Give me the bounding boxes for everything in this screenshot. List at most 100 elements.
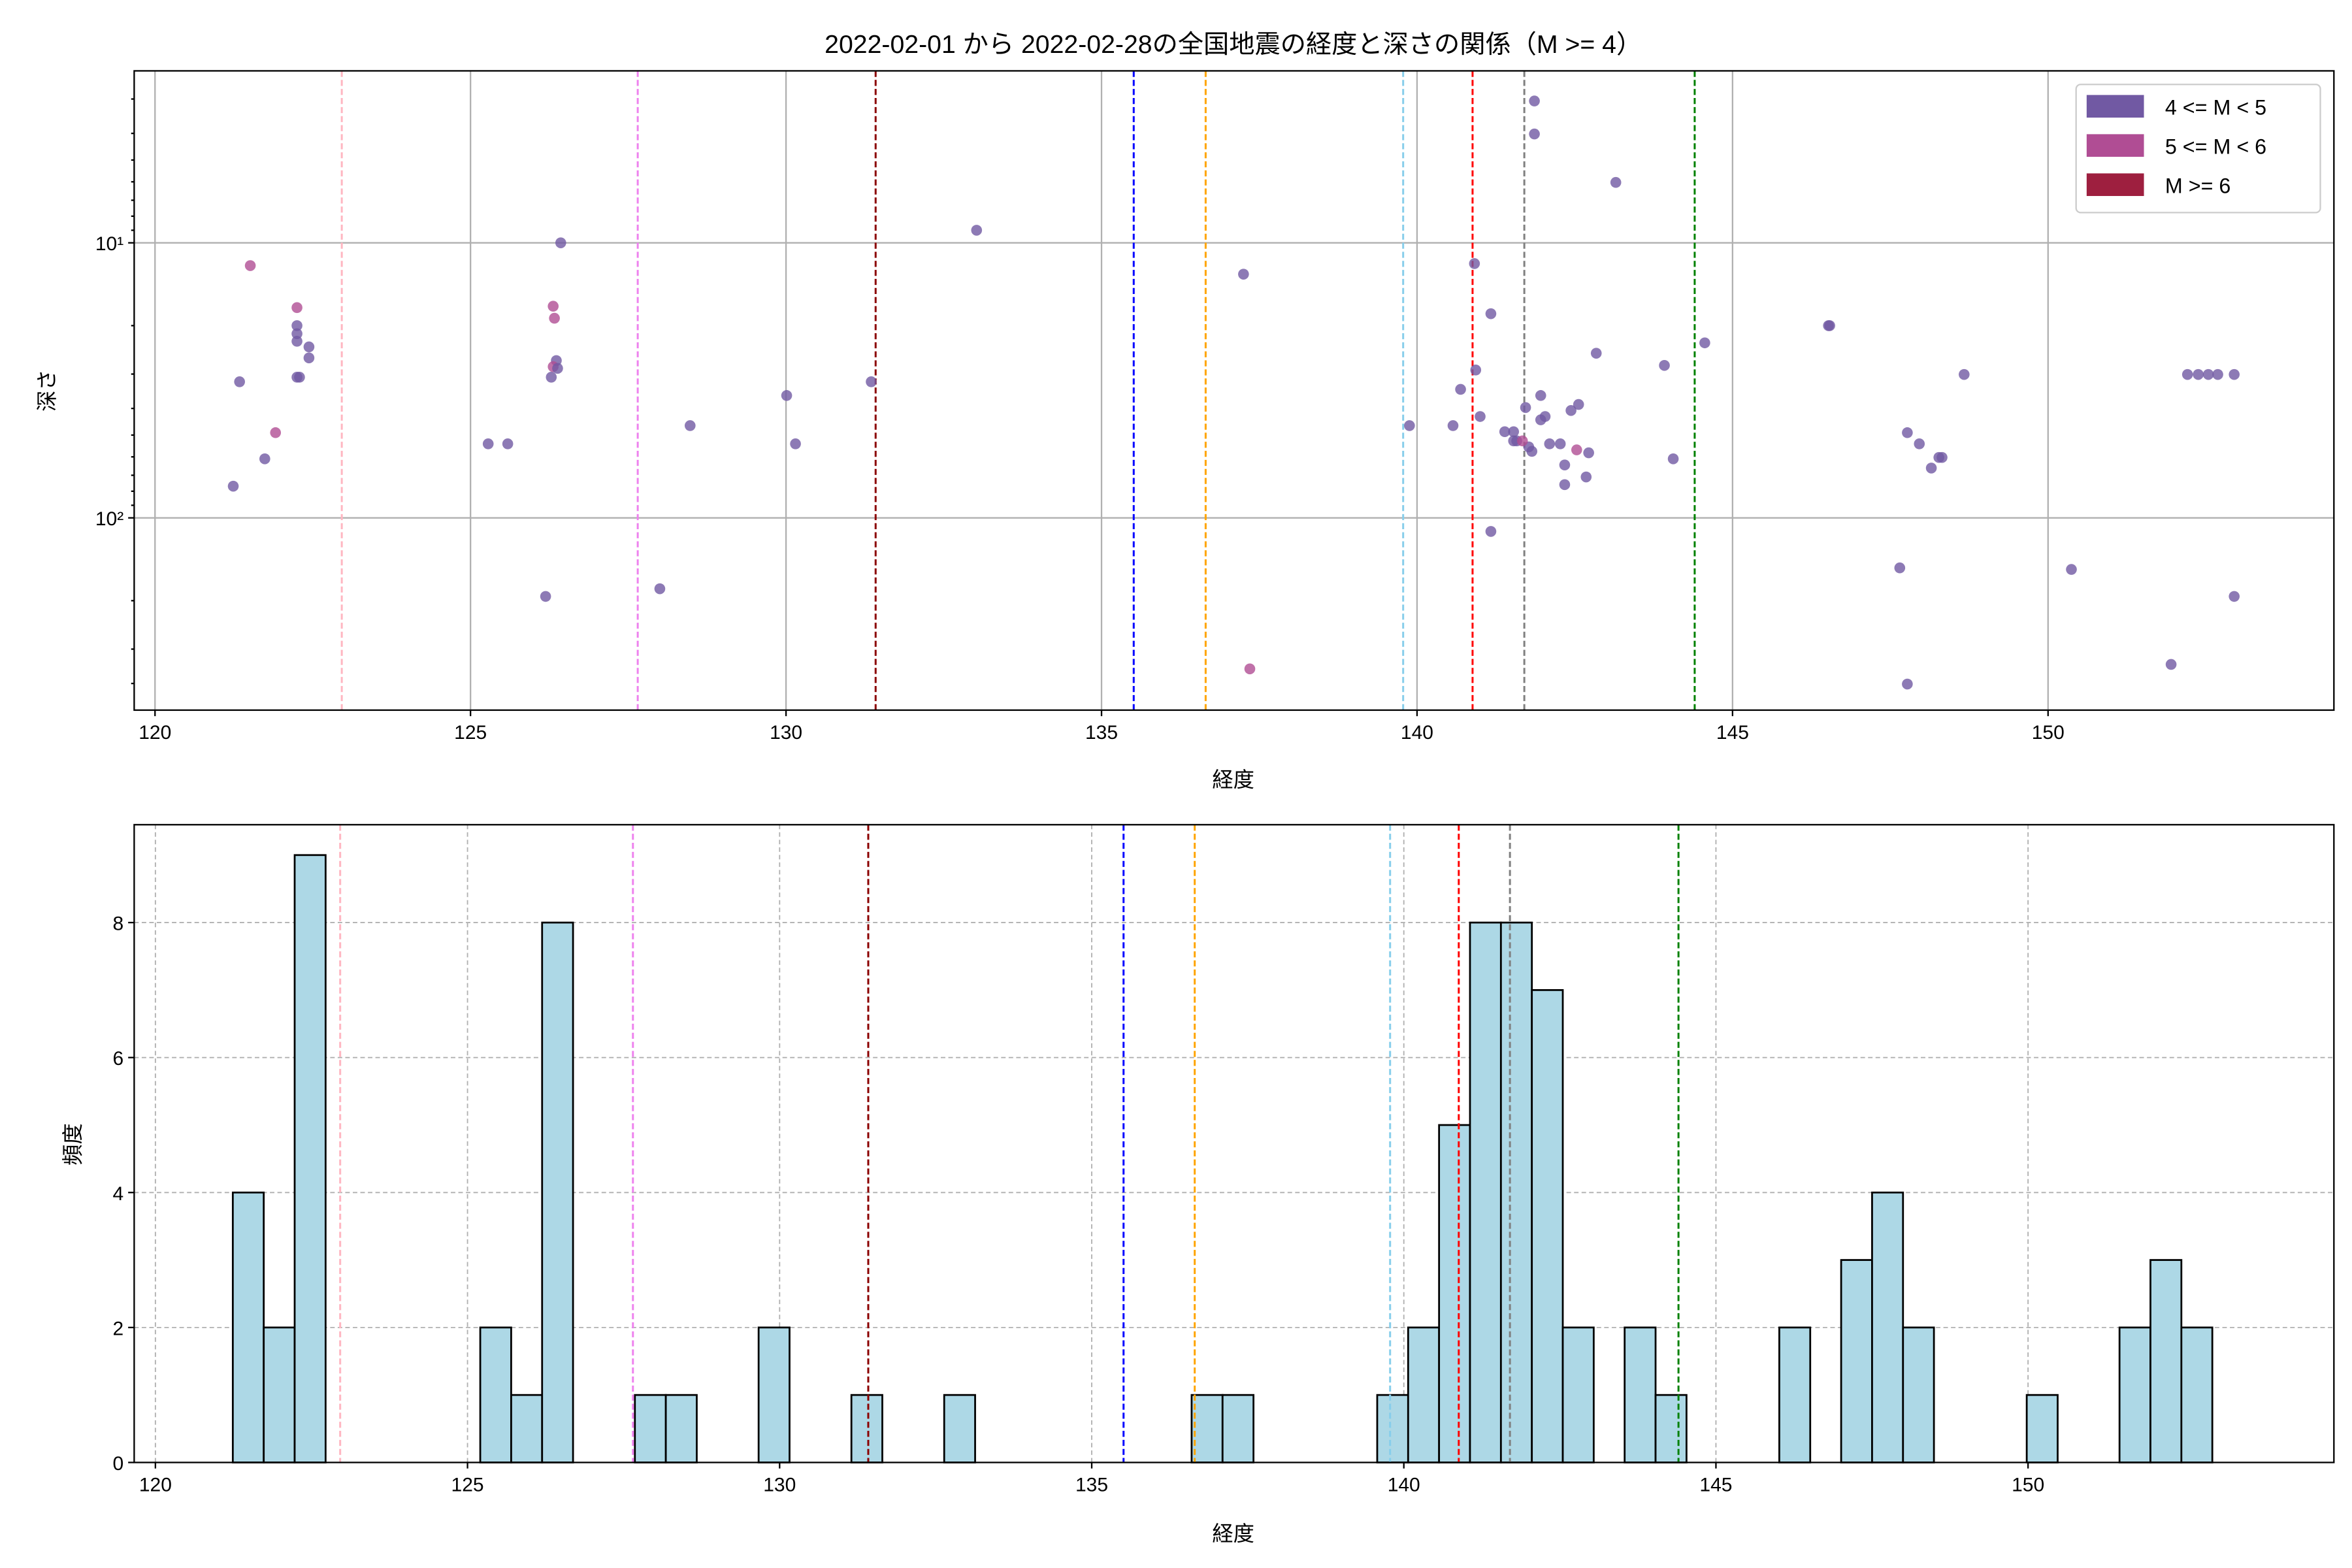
histogram-bar [1499, 921, 1533, 1463]
data-point [1894, 562, 1906, 574]
data-point [1580, 471, 1592, 483]
histogram-bar [1624, 1326, 1657, 1463]
histogram-bar [231, 1191, 265, 1463]
data-point [1544, 438, 1556, 449]
y-tick-label: 4 [113, 1183, 124, 1205]
histogram-bar [757, 1326, 791, 1463]
data-point [1508, 426, 1520, 438]
data-point [684, 420, 696, 431]
data-point [781, 390, 792, 401]
data-point [1565, 405, 1576, 416]
plot-frame [133, 70, 2335, 711]
data-point [303, 341, 315, 353]
data-point [1902, 427, 1913, 438]
data-point [2066, 564, 2077, 575]
data-point [1590, 348, 1602, 359]
histogram-bar [510, 1394, 544, 1463]
data-point [2202, 368, 2214, 380]
histogram-bar [1407, 1326, 1441, 1463]
histogram-bar [2149, 1259, 2183, 1463]
data-point [244, 260, 256, 271]
x-tick-label: 125 [454, 722, 487, 743]
histogram-bar [1561, 1326, 1595, 1463]
legend: 4 <= M < 5 5 <= M < 6 M >= 6 [2075, 84, 2321, 214]
legend-label: 4 <= M < 5 [2165, 95, 2266, 119]
legend-swatch [2086, 173, 2144, 196]
data-point [502, 438, 514, 449]
histogram-bar [1531, 989, 1564, 1463]
data-point [2181, 368, 2193, 380]
legend-swatch [2086, 95, 2144, 118]
data-point [227, 480, 239, 492]
data-point [1485, 308, 1497, 319]
y-tick-label: 6 [113, 1048, 124, 1070]
histogram-bar [1654, 1394, 1688, 1463]
data-point [546, 372, 557, 383]
y-tick-label: 10¹ [95, 233, 123, 255]
data-point [1469, 258, 1480, 269]
histogram-bar [664, 1394, 698, 1463]
histogram-bar [1871, 1191, 1904, 1463]
x-tick-label: 125 [451, 1474, 484, 1495]
data-point [1824, 320, 1835, 331]
data-point [654, 583, 666, 595]
data-point [259, 453, 270, 465]
data-point [291, 302, 302, 314]
y-tick-label: 10² [95, 508, 123, 530]
histogram-bar [634, 1394, 667, 1463]
data-point [1936, 451, 1948, 463]
y-tick-label: 2 [113, 1318, 124, 1339]
histogram-bar [2025, 1394, 2059, 1463]
histogram-ylabel: 頻度 [61, 1123, 84, 1166]
histogram-bar [1902, 1326, 1935, 1463]
data-point [1914, 438, 1925, 449]
data-point [1539, 411, 1551, 422]
data-point [1699, 337, 1710, 349]
x-tick-label: 130 [770, 722, 802, 743]
histogram-axes: 120 125 130 135 140 145 150 0 2 4 6 8 [113, 824, 2335, 1495]
histogram-bar [2180, 1326, 2213, 1463]
data-point [2212, 368, 2223, 380]
y-tick-label: 8 [113, 913, 124, 935]
scatter-axes: 120 125 130 135 140 145 150 10¹ 10² [95, 70, 2335, 743]
plot-frame [133, 824, 2335, 1463]
x-tick-label: 150 [2012, 1474, 2044, 1495]
data-point [1529, 128, 1540, 140]
histogram-bar [293, 854, 327, 1463]
data-point [1925, 463, 1937, 474]
legend-swatch [2086, 134, 2144, 157]
data-point [1529, 95, 1540, 106]
data-point [1959, 368, 1970, 380]
data-point [1455, 384, 1466, 395]
data-point [1559, 479, 1571, 491]
data-point [2193, 368, 2204, 380]
histogram-xlabel: 経度 [1212, 1522, 1254, 1545]
histogram-bar [1190, 1394, 1224, 1463]
histogram-bar [1438, 1124, 1471, 1463]
data-point [1902, 678, 1913, 690]
histogram-bar [1840, 1259, 1873, 1463]
chart-title: 2022-02-01 から 2022-02-28の全国地震の経度と深さの関係（M… [825, 30, 1642, 59]
data-point [291, 320, 302, 331]
y-tick-label: 0 [113, 1453, 124, 1475]
data-point [540, 591, 551, 602]
data-point [1475, 411, 1486, 422]
data-point [2165, 659, 2177, 670]
data-point [1667, 453, 1679, 465]
histogram-bar [1376, 1394, 1409, 1463]
data-point [482, 438, 494, 449]
data-point [1238, 269, 1249, 280]
data-point [552, 363, 563, 374]
data-point [1559, 459, 1571, 470]
data-point [1404, 420, 1415, 431]
data-point [1516, 435, 1528, 447]
legend-label: 5 <= M < 6 [2165, 135, 2266, 158]
data-point [1470, 365, 1482, 376]
x-tick-label: 140 [1388, 1474, 1420, 1495]
histogram-bar [541, 921, 574, 1463]
histogram-bar [850, 1394, 883, 1463]
x-tick-label: 135 [1085, 722, 1118, 743]
data-point [547, 301, 559, 312]
histogram-bar [2118, 1326, 2151, 1463]
